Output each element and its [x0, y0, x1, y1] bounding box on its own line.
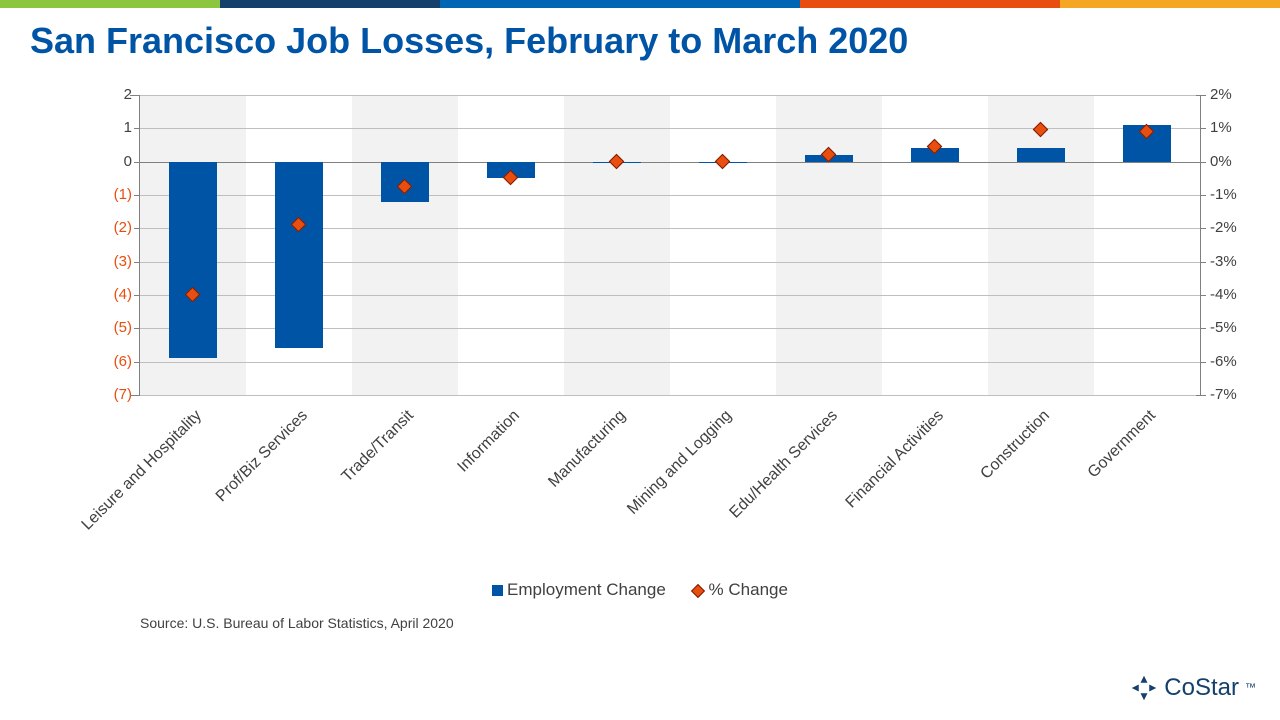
- ytick-right: -1%: [1210, 186, 1260, 203]
- bar: [169, 162, 217, 359]
- ytick-left: 2: [82, 86, 132, 103]
- legend-label-1: Employment Change: [507, 580, 666, 599]
- ytick-right: -5%: [1210, 319, 1260, 336]
- right-axis-line: [1200, 95, 1201, 395]
- ytick-left: (6): [82, 353, 132, 370]
- brand-text: CoStar: [1164, 674, 1239, 702]
- chart-plot-area: [140, 95, 1200, 395]
- legend-square-icon: [492, 585, 503, 596]
- ytick-right: -2%: [1210, 219, 1260, 236]
- ytick-left: (4): [82, 286, 132, 303]
- ytick-right: 0%: [1210, 153, 1260, 170]
- ytick-left: (5): [82, 319, 132, 336]
- pct-marker: [715, 153, 731, 169]
- legend-label-2: % Change: [709, 580, 788, 599]
- ytick-left: 1: [82, 119, 132, 136]
- bar: [275, 162, 323, 349]
- source-caption: Source: U.S. Bureau of Labor Statistics,…: [140, 615, 454, 631]
- ytick-right: 1%: [1210, 119, 1260, 136]
- ytick-left: (1): [82, 186, 132, 203]
- costar-icon: [1130, 674, 1158, 702]
- ytick-left: (3): [82, 253, 132, 270]
- ytick-left: (7): [82, 386, 132, 403]
- ytick-right: -7%: [1210, 386, 1260, 403]
- top-color-stripe: [0, 0, 1280, 8]
- ytick-right: -4%: [1210, 286, 1260, 303]
- ytick-left: (2): [82, 219, 132, 236]
- chart-title: San Francisco Job Losses, February to Ma…: [30, 20, 908, 62]
- ytick-right: -6%: [1210, 353, 1260, 370]
- trademark-icon: ™: [1245, 682, 1256, 694]
- legend-diamond-icon: [690, 583, 704, 597]
- bar: [1017, 148, 1065, 161]
- ytick-left: 0: [82, 153, 132, 170]
- brand-logo: CoStar ™: [1130, 674, 1256, 702]
- ytick-right: 2%: [1210, 86, 1260, 103]
- chart-legend: Employment Change % Change: [0, 580, 1280, 600]
- ytick-right: -3%: [1210, 253, 1260, 270]
- left-axis-line: [139, 95, 140, 395]
